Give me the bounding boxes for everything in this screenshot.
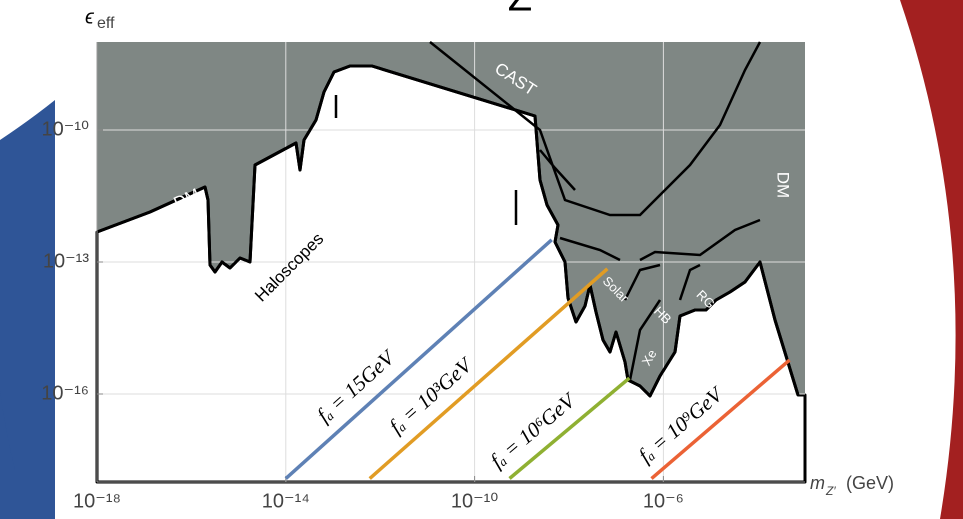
y-axis-label-subscript: eff bbox=[97, 15, 115, 32]
x-tick-label: 10⁻¹⁰ bbox=[451, 490, 498, 512]
x-axis-label: m bbox=[810, 473, 825, 493]
chart: Z ϵ eff m Z′ (GeV) DM Haloscopes CAST So… bbox=[0, 0, 963, 519]
x-tick-label: 10⁻¹⁴ bbox=[262, 490, 310, 512]
x-tick-label: 10⁻¹⁸ bbox=[73, 490, 121, 512]
slide-decoration bbox=[900, 0, 963, 519]
y-tick-label: 10⁻¹⁰ bbox=[42, 118, 89, 140]
y-tick-label: 10⁻¹³ bbox=[43, 250, 89, 272]
y-tick-label: 10⁻¹⁶ bbox=[41, 382, 89, 404]
chart-title: Z bbox=[508, 0, 532, 20]
x-axis-unit: (GeV) bbox=[846, 473, 894, 493]
x-axis-label-subscript: Z′ bbox=[825, 484, 836, 498]
annotation: DM bbox=[774, 172, 793, 198]
y-axis-label: ϵ bbox=[85, 6, 95, 28]
x-tick-label: 10⁻⁶ bbox=[643, 490, 684, 512]
